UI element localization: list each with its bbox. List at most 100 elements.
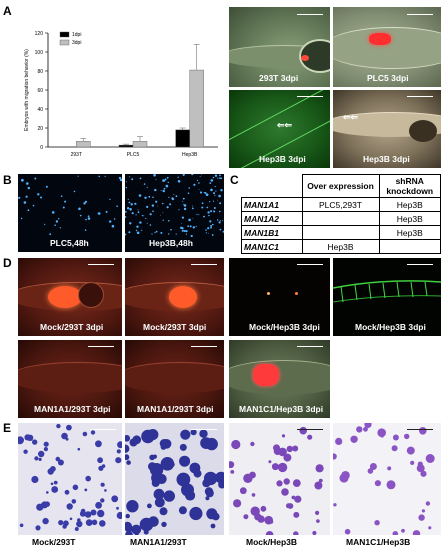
cell-dot [125,233,127,236]
colony [125,530,133,535]
cell-dot [146,205,149,208]
cell-dot [217,177,219,179]
cell-dot [183,204,187,207]
colony [377,428,386,437]
cell-dot [125,186,128,189]
cell-dot [151,233,153,235]
cell-dot [157,205,159,207]
cell-dot [219,202,222,205]
cell-dot [213,210,216,213]
cell-dot [146,222,148,224]
cell-dot [193,183,196,186]
colony [417,461,423,467]
colony [369,463,377,470]
cell-dot [182,201,184,203]
gene-name: MAN1A2 [241,211,303,226]
colony [299,426,307,435]
cell-dot [160,214,161,216]
panel-a-caption-2: PLC5 3dpi [367,73,409,83]
colony [281,434,286,438]
knockdown-cell: Hep3B [378,225,441,240]
cell-dot [198,182,200,184]
cell-dot [23,201,27,204]
colony [51,486,59,493]
cell-dot [171,197,174,200]
colony [85,519,93,526]
cell-dot [60,195,63,197]
panel-d-caption-6: MAN1A1/293T 3dpi [137,404,214,414]
colony [57,459,64,466]
colony [428,526,432,530]
overexpression-cell [301,211,380,226]
panel-d-image-2: Mock/293T 3dpi [125,258,224,336]
colony [283,478,290,485]
cell-dot [201,206,204,209]
panel-e-image-2 [125,423,224,535]
cell-dot [183,203,185,205]
cell-dot [181,216,184,219]
cell-dot [219,228,222,231]
colony [180,429,191,440]
cell-dot [185,230,188,233]
cell-dot [212,176,215,179]
colony [160,444,167,450]
colony [205,496,210,501]
cell-dot [220,189,223,192]
colony [233,499,242,508]
colony [77,518,81,522]
colony [84,488,88,492]
cell-dot [207,211,210,214]
panel-a-caption-3: Hep3B 3dpi [259,154,306,164]
colony [380,433,384,438]
panel-a-image-plc5: PLC5 3dpi [333,7,441,87]
cell-dot [209,220,212,223]
cell-dot [166,206,169,209]
panel-label-c: C [230,173,239,187]
cell-dot [118,176,122,180]
colony [420,470,427,477]
table-row: MAN1B1 Hep3B [241,225,441,240]
cell-dot [175,233,177,235]
panel-d-image-6: MAN1A1/293T 3dpi [125,340,224,418]
cell-dot [104,175,106,177]
scale-bar [407,96,433,97]
cell-dot [139,221,142,224]
colony [100,498,105,503]
cell-dot [144,196,147,199]
cell-dot [135,214,137,216]
x-tick-label: Hep3B [182,152,198,158]
cell-dot [125,216,127,218]
colony [251,493,256,497]
colony [66,503,73,510]
cell-dot [105,210,108,213]
y-tick-label: 40 [37,107,43,113]
migration-bar-chart: 0 20 40 60 80 100 120 Embryos with migration be… [24,31,218,158]
scale-bar [407,264,433,265]
colony-stain [18,423,122,531]
cell-dot [116,205,118,207]
knockdown-cell [378,239,441,254]
gene-name: MAN1A1 [241,197,303,212]
colony [72,484,79,491]
colony [76,520,83,528]
cell-dot [127,198,129,200]
colony [43,441,49,447]
colony [116,506,119,510]
panel-d-caption-4: Mock/Hep3B 3dpi [355,322,426,332]
y-tick-label: 60 [37,88,43,94]
cell-dot [198,214,200,216]
y-tick-label: 0 [40,145,43,151]
colony [333,503,337,507]
cell-dot [131,178,134,181]
cell-dot [219,174,221,177]
colony [77,447,81,451]
colony [314,481,323,490]
cell-dot [62,206,65,209]
colony [344,528,351,535]
colony [85,475,91,482]
panel-d-image-5: MAN1A1/293T 3dpi [18,340,122,418]
colony [315,510,320,515]
cell-dot [162,179,165,182]
cell-dot [220,177,223,180]
cell-dot [178,209,180,211]
